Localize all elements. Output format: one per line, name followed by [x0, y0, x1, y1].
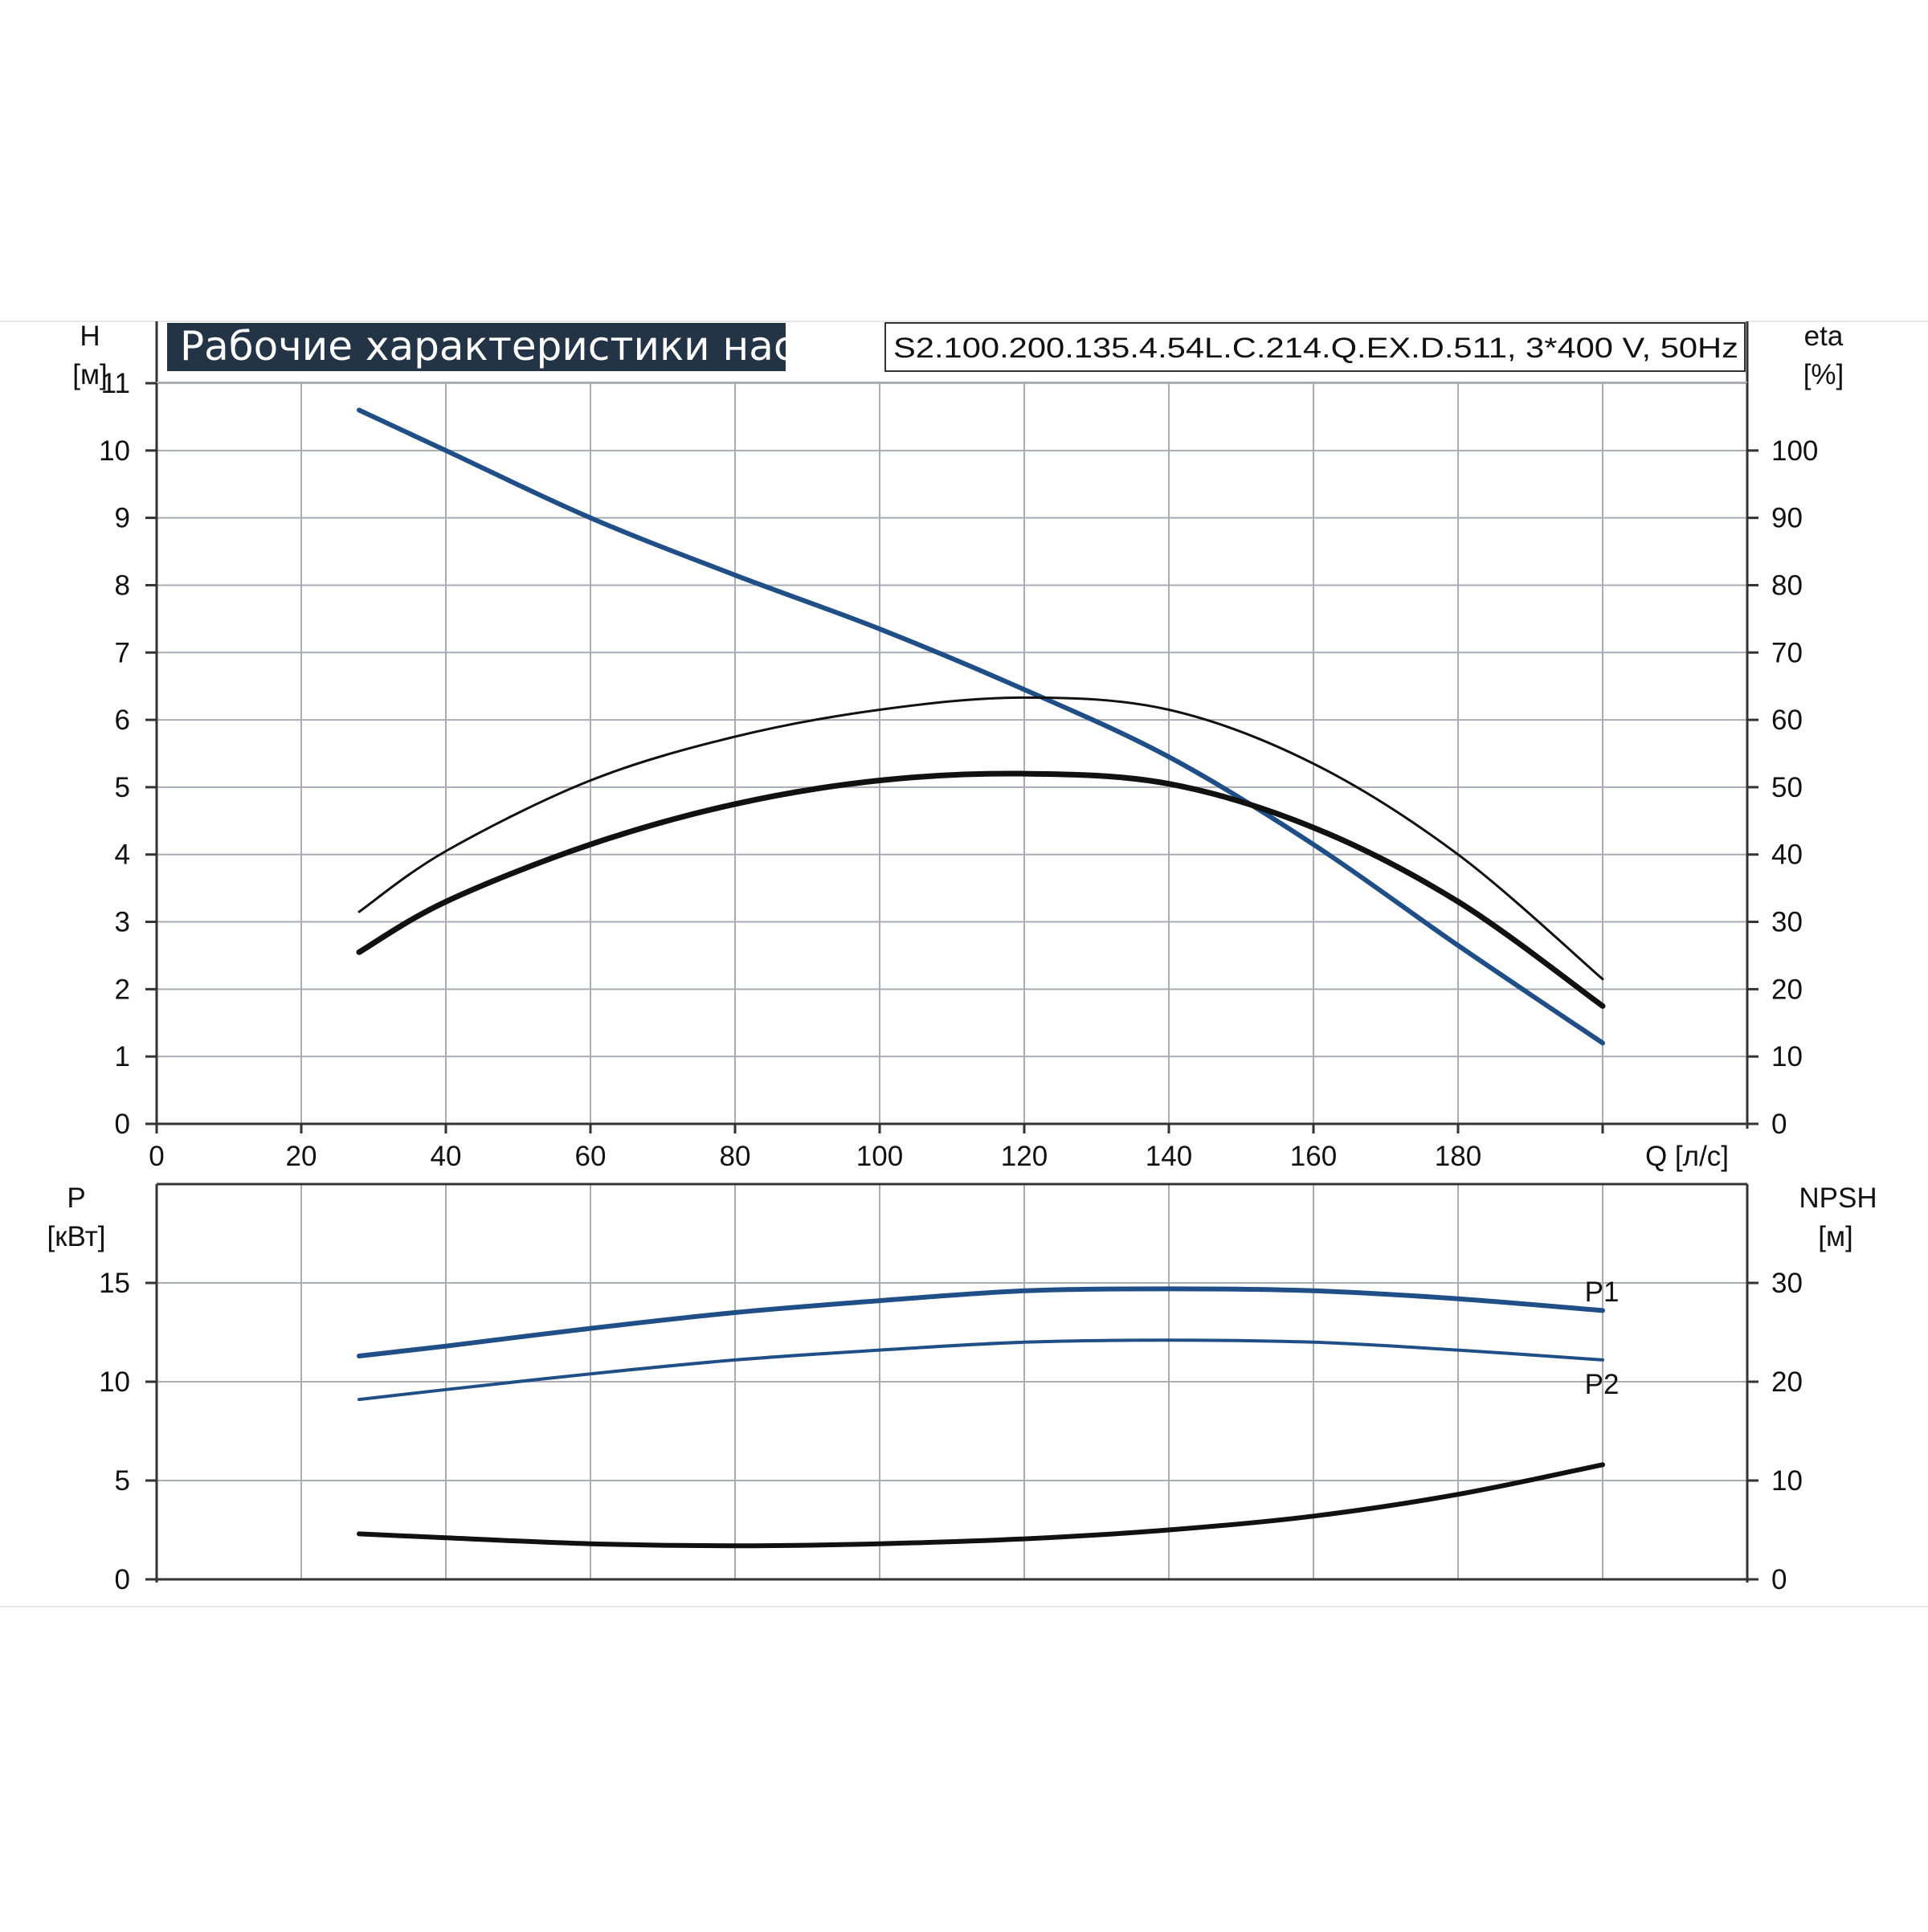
bottom-curves	[357, 1286, 1605, 1549]
eta-total-curve	[356, 770, 1606, 1009]
eta-tick-label: 90	[1771, 503, 1803, 534]
h-tick-label: 0	[115, 1109, 130, 1140]
p1-power-curve	[357, 1286, 1605, 1358]
chart-title: Рабочие характеристики насоса	[180, 323, 867, 370]
q-tick-label: 40	[431, 1141, 462, 1172]
h-tick-label: 7	[115, 637, 130, 668]
eta-tick-label: 10	[1771, 1041, 1803, 1072]
npsh-curve	[357, 1462, 1605, 1549]
efficiency-curve	[357, 696, 1604, 981]
h-tick-label: 6	[115, 705, 130, 736]
h-tick-label: 4	[115, 839, 130, 871]
npsh-tick-label: 0	[1771, 1564, 1787, 1595]
p-tick-label: 15	[99, 1268, 130, 1299]
q-tick-label: 80	[720, 1141, 751, 1172]
eta-axis-label: eta	[1804, 321, 1844, 352]
npsh-axis-label: NPSH	[1799, 1182, 1877, 1214]
npsh-tick-label: 20	[1771, 1366, 1803, 1398]
h-tick-label: 5	[115, 772, 130, 803]
chart-title-box	[167, 323, 786, 371]
head-curve	[357, 407, 1605, 1046]
p-tick-label: 10	[99, 1366, 130, 1398]
p2-power-curve	[357, 1338, 1604, 1402]
h-tick-label: 2	[115, 974, 130, 1005]
eta-tick-label: 40	[1771, 839, 1803, 871]
npsh-tick-label: 30	[1771, 1268, 1803, 1299]
eta-tick-label: 0	[1771, 1109, 1787, 1140]
h-tick-label: 1	[115, 1041, 130, 1072]
top-curves	[356, 407, 1606, 1046]
h-tick-label: 3	[115, 907, 130, 938]
h-axis-unit: [м]	[72, 359, 108, 390]
q-tick-label: 160	[1290, 1141, 1337, 1172]
eta-tick-label: 60	[1771, 705, 1803, 736]
p-axis-label: P	[67, 1182, 85, 1214]
top-grid	[155, 321, 1749, 1129]
npsh-axis-unit: [м]	[1818, 1221, 1853, 1252]
p-axis-unit: [кВт]	[47, 1221, 106, 1252]
h-tick-label: 11	[101, 368, 130, 399]
series-label-p2: P2	[1585, 1369, 1620, 1400]
q-tick-label: 60	[575, 1141, 607, 1172]
q-tick-label: 0	[149, 1141, 164, 1172]
h-tick-label: 10	[99, 435, 130, 467]
eta-tick-label: 70	[1771, 637, 1803, 668]
model-box	[884, 322, 1746, 372]
q-tick-label: 100	[856, 1141, 903, 1172]
q-tick-label: 120	[1001, 1141, 1048, 1172]
eta-tick-label: 20	[1771, 974, 1803, 1005]
h-tick-label: 8	[115, 570, 130, 601]
q-axis-label: Q [л/с]	[1645, 1141, 1729, 1172]
model-label: S2.100.200.135.4.54L.C.214.Q.EX.D.511, 3…	[893, 333, 1738, 364]
npsh-tick-label: 10	[1771, 1465, 1803, 1497]
q-tick-label: 20	[286, 1141, 317, 1172]
h-tick-label: 9	[115, 503, 130, 534]
p-tick-label: 5	[115, 1465, 130, 1497]
series-label-p1: P1	[1585, 1276, 1620, 1308]
eta-tick-label: 80	[1771, 570, 1803, 601]
eta-axis-unit: [%]	[1803, 359, 1844, 390]
eta-tick-label: 30	[1771, 907, 1803, 938]
eta-tick-label: 50	[1771, 772, 1803, 803]
eta-tick-label: 100	[1771, 435, 1818, 467]
bottom-grid	[155, 1182, 1749, 1583]
h-axis-label: H	[80, 321, 100, 352]
q-tick-label: 180	[1435, 1141, 1481, 1172]
q-tick-label: 140	[1146, 1141, 1192, 1172]
p-tick-label: 0	[115, 1564, 130, 1595]
